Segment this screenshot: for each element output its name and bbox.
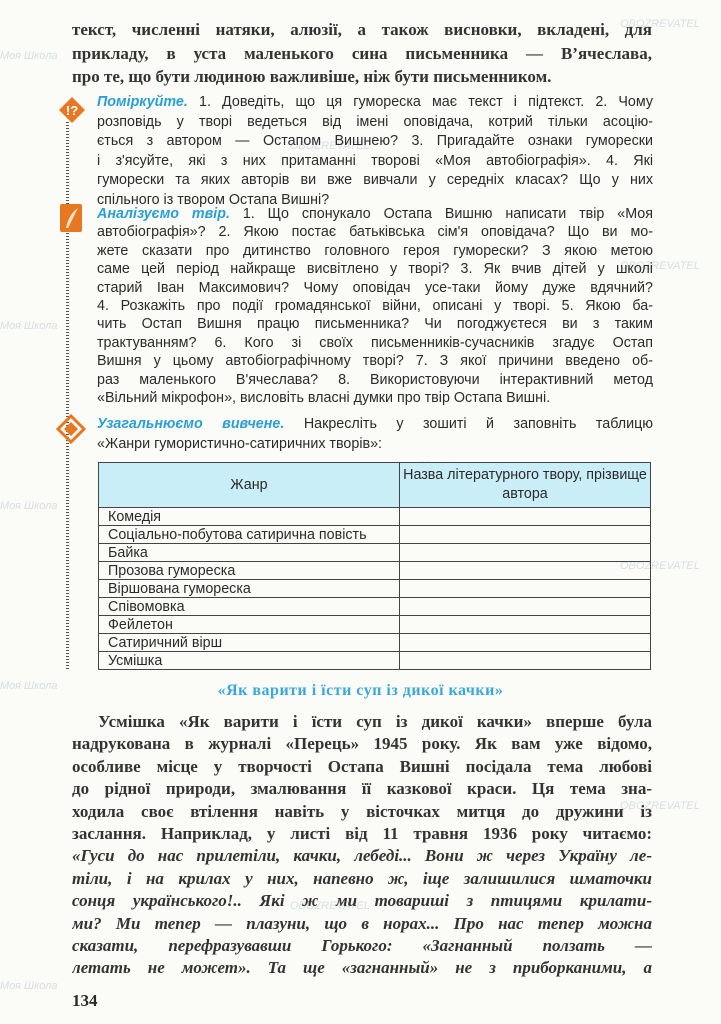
text-line: жете сказати про дитинство головного гер… bbox=[97, 242, 653, 259]
genre-cell: Фейлетон bbox=[98, 615, 400, 634]
text-line: 4. Розкажіть про події громадянської вій… bbox=[97, 298, 653, 315]
column-header: Назва літературного твору, прізвище авто… bbox=[399, 462, 651, 508]
quote-line: тіли, і на крилах у них, напевно ж, іще … bbox=[72, 868, 652, 888]
text-line: до рідної природи, змалювання її казково… bbox=[72, 779, 652, 799]
genre-cell: Прозова гумореска bbox=[98, 561, 400, 580]
text-line: Вишня у цьому автобіографічному творі? 7… bbox=[97, 353, 653, 370]
genre-cell: Байка bbox=[98, 543, 400, 562]
text-line: ходила своє втілення навіть у вісточках … bbox=[72, 801, 652, 821]
text-line: про те, що бути людиною важливіше, ніж б… bbox=[72, 67, 552, 86]
table-row: Фейлетон bbox=[98, 615, 651, 634]
text-line: «Вільний мікрофон», висловіть власні дум… bbox=[97, 390, 551, 407]
text-line: чить Остап Вишня працю письменника? Чи п… bbox=[97, 316, 653, 333]
genre-cell: Комедія bbox=[98, 507, 400, 526]
page-number: 134 bbox=[72, 991, 98, 1010]
table-row: Усмішка bbox=[98, 651, 651, 670]
text-line: надрукована в журналі «Перець» 1945 року… bbox=[72, 734, 652, 754]
diamond-ornament-icon bbox=[56, 414, 86, 444]
text-line: текст, численні натяки, алюзії, а також … bbox=[72, 20, 652, 39]
table-header-row: Жанр Назва літературного твору, прізвище… bbox=[98, 462, 651, 508]
table-row: Сатиричний вірш bbox=[98, 633, 651, 652]
question-speech-icon: !? bbox=[59, 97, 85, 123]
quote-line: сказати, перефразувавши Горького: «Загна… bbox=[72, 936, 652, 956]
text-line: спільного із твором Остапа Вишні? bbox=[97, 191, 330, 208]
genres-table: Жанр Назва літературного твору, прізвище… bbox=[98, 462, 651, 670]
generalize-exercise: Узагальнюємо вивчене. Накресліть у зошит… bbox=[97, 415, 653, 454]
text-line: автобіографія»? 2. Якою постає батьківсь… bbox=[97, 224, 653, 241]
genre-cell: Віршована гумореска bbox=[98, 579, 400, 598]
text-line: 1. Що спонукало Остапа Вишню написати тв… bbox=[229, 206, 653, 222]
analyze-exercise: Аналізуємо твір. 1. Що спонукало Остапа … bbox=[97, 205, 653, 407]
text-line: гуморески та яких авторів ви вже вивчали… bbox=[97, 172, 653, 189]
quote-line: «Гуси до нас прилетіли, качки, лебеді...… bbox=[72, 846, 652, 866]
watermark: Моя Школа bbox=[0, 50, 58, 62]
table-row: Віршована гумореска bbox=[98, 579, 651, 598]
quote-line: сонця українського!.. Які ж ми товариші … bbox=[72, 891, 652, 911]
work-cell bbox=[399, 579, 651, 598]
genre-cell: Соціально-побутова сатирична повість bbox=[98, 525, 400, 544]
exercise-lead: Аналізуємо твір. bbox=[97, 206, 230, 222]
text-line: Усмішка «Як варити і їсти суп із дикої к… bbox=[98, 712, 652, 731]
table-row: Комедія bbox=[98, 507, 651, 526]
intro-paragraph: текст, численні натяки, алюзії, а також … bbox=[72, 18, 652, 89]
genre-cell: Усмішка bbox=[98, 651, 400, 670]
work-cell bbox=[399, 525, 651, 544]
text-line: особливе місце у творчості Остапа Вишні … bbox=[72, 756, 652, 776]
text-line: ється з автором — Остапом Вишнею? 3. При… bbox=[97, 133, 653, 150]
text-line: саме цей період найкраще висвітлено у тв… bbox=[97, 261, 653, 278]
exercise-lead: Узагальнюємо вивчене. bbox=[97, 416, 285, 432]
text-line: старий Іван Максимович? Чому оповідач ус… bbox=[97, 279, 653, 296]
quill-icon bbox=[60, 204, 82, 232]
work-cell bbox=[399, 561, 651, 580]
column-header: Жанр bbox=[98, 462, 400, 508]
text-line: і з'ясуйте, які з них притаманні творові… bbox=[97, 152, 653, 169]
work-cell bbox=[399, 507, 651, 526]
work-cell bbox=[399, 615, 651, 634]
work-cell bbox=[399, 597, 651, 616]
text-line: раз маленького В'ячеслава? 8. Використов… bbox=[97, 371, 653, 388]
work-cell bbox=[399, 651, 651, 670]
text-line: 1. Доведіть, що ця гумореска має текст і… bbox=[187, 94, 653, 110]
watermark: Моя Школа bbox=[0, 320, 58, 332]
quote-line: летать не может». Та ще «загнанный» не з… bbox=[72, 958, 652, 978]
table-row: Прозова гумореска bbox=[98, 561, 651, 580]
quote-line: ми? Ми тепер — плазуни, що в норах... Пр… bbox=[72, 913, 652, 933]
svg-text:!?: !? bbox=[66, 103, 78, 118]
watermark: Моя Школа bbox=[0, 980, 58, 992]
work-cell bbox=[399, 633, 651, 652]
text-line: Накресліть у зошиті й заповніть таблицю bbox=[284, 416, 653, 432]
text-line: «Жанри гумористично-сатиричних творів»: bbox=[97, 435, 383, 452]
genre-cell: Співомовка bbox=[98, 597, 400, 616]
watermark: Моя Школа bbox=[0, 500, 58, 512]
table-row: Співомовка bbox=[98, 597, 651, 616]
section-heading: «Як варити і їсти суп із дикої качки» bbox=[217, 682, 504, 699]
margin-dotted-line bbox=[66, 122, 69, 670]
body-paragraph: Усмішка «Як варити і їсти суп із дикої к… bbox=[72, 711, 652, 980]
think-exercise: Поміркуйте. 1. Доведіть, що ця гумореска… bbox=[97, 93, 653, 211]
text-line: прикладу, в уста маленького сина письмен… bbox=[72, 43, 652, 63]
text-line: заслання. Наприклад, у листі від 11 трав… bbox=[72, 824, 652, 844]
text-line: розповідь у творі ведеться від імені опо… bbox=[97, 113, 653, 130]
work-cell bbox=[399, 543, 651, 562]
genre-cell: Сатиричний вірш bbox=[98, 633, 400, 652]
exercise-lead: Поміркуйте. bbox=[97, 94, 188, 110]
table-row: Байка bbox=[98, 543, 651, 562]
table-row: Соціально-побутова сатирична повість bbox=[98, 525, 651, 544]
text-line: трактуванням? 6. Кого зі своїх письменни… bbox=[97, 334, 653, 351]
